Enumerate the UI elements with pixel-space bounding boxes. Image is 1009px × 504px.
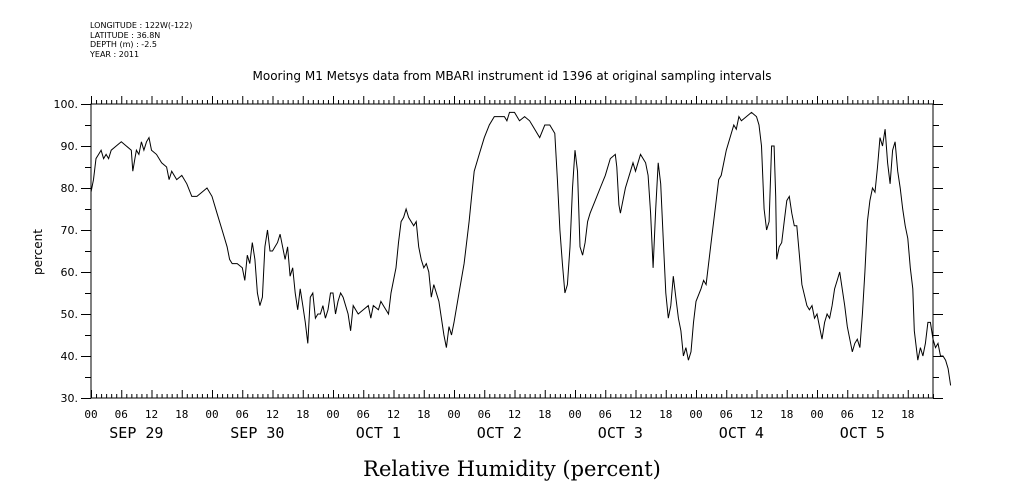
x-tick-label-day: OCT 1 [356, 424, 401, 442]
x-tick-label-hour: 00 [326, 408, 339, 421]
x-tick-label-hour: 12 [508, 408, 521, 421]
meta-longitude: LONGITUDE : 122W(-122) [90, 21, 193, 30]
x-tick-label-hour: 18 [417, 408, 430, 421]
y-tick-label: 50. [61, 308, 79, 321]
x-tick-label-day: OCT 2 [477, 424, 522, 442]
x-tick-label-hour: 18 [175, 408, 188, 421]
metadata-block: LONGITUDE : 122W(-122) LATITUDE : 36.8N … [90, 21, 192, 59]
x-tick-label-hour: 06 [357, 408, 370, 421]
y-tick-label: 90. [61, 140, 79, 153]
chart-title: Mooring M1 Metsys data from MBARI instru… [253, 69, 772, 83]
x-tick-label-hour: 12 [871, 408, 884, 421]
x-tick-label-day: OCT 5 [840, 424, 885, 442]
x-axis-title: Relative Humidity (percent) [363, 457, 661, 481]
meta-depth: DEPTH (m) : -2.5 [90, 40, 157, 49]
x-tick-label-hour: 06 [115, 408, 128, 421]
x-tick-label-hour: 18 [659, 408, 672, 421]
y-axis-title: percent [31, 229, 45, 275]
x-tick-label-hour: 06 [720, 408, 733, 421]
x-tick-label-day: OCT 3 [598, 424, 643, 442]
x-tick-label-hour: 00 [447, 408, 460, 421]
x-tick-label-hour: 12 [387, 408, 400, 421]
x-tick-label-hour: 12 [629, 408, 642, 421]
x-tick-label-day: SEP 29 [109, 424, 163, 442]
x-tick-label-hour: 00 [810, 408, 823, 421]
x-tick-label-hour: 18 [296, 408, 309, 421]
plot-frame [90, 103, 934, 399]
y-tick-label: 40. [61, 350, 79, 363]
x-tick-label-hour: 18 [538, 408, 551, 421]
x-tick-label-hour: 00 [84, 408, 97, 421]
axis-ticks [81, 96, 943, 399]
meta-latitude: LATITUDE : 36.8N [90, 30, 161, 40]
x-tick-label-day: SEP 30 [230, 424, 284, 442]
y-tick-label: 100. [54, 98, 79, 111]
x-tick-label-hour: 18 [780, 408, 793, 421]
x-tick-label-day: OCT 4 [719, 424, 764, 442]
humidity-series-line [90, 111, 952, 386]
x-tick-label-hour: 00 [568, 408, 581, 421]
x-tick-label-hour: 06 [236, 408, 249, 421]
x-tick-label-hour: 12 [266, 408, 279, 421]
y-tick-label: 70. [61, 224, 79, 237]
x-tick-label-hour: 00 [689, 408, 702, 421]
x-tick-label-hour: 06 [599, 408, 612, 421]
x-tick-label-hour: 06 [841, 408, 854, 421]
x-tick-label-hour: 12 [750, 408, 763, 421]
axis-tick-labels: 00 06 12 18 00 06 12 18 00 06 12 18 00 06 12 18 00 06 12 18… [54, 98, 915, 442]
y-tick-label: 30. [61, 392, 79, 405]
x-tick-label-hour: 00 [205, 408, 218, 421]
x-tick-label-hour: 18 [901, 408, 914, 421]
y-tick-label: 80. [61, 182, 79, 195]
x-tick-label-hour: 12 [145, 408, 158, 421]
x-tick-label-hour: 06 [478, 408, 491, 421]
meta-year: YEAR : 2011 [90, 49, 140, 59]
y-tick-label: 60. [61, 266, 79, 279]
